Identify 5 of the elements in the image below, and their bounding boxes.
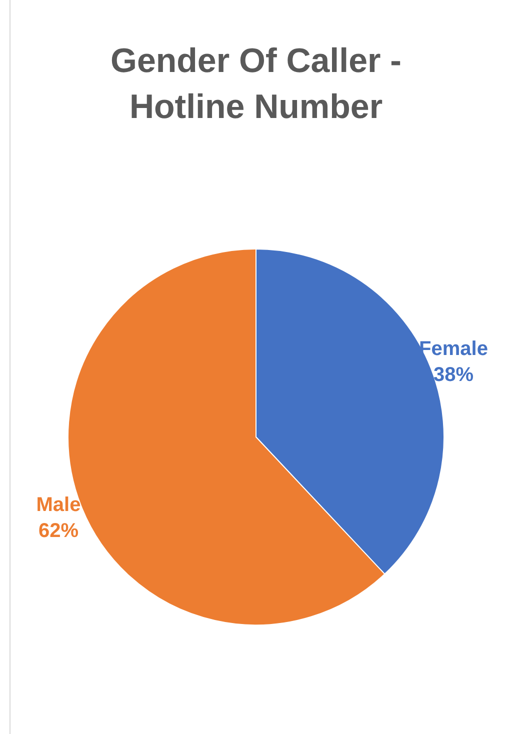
slice-label: Male: [36, 494, 81, 516]
chart-title: Gender Of Caller - Hotline Number: [110, 42, 402, 126]
data-label: 38%: [434, 364, 474, 386]
slice-label: Female: [419, 338, 488, 360]
data-label: 62%: [38, 520, 79, 542]
